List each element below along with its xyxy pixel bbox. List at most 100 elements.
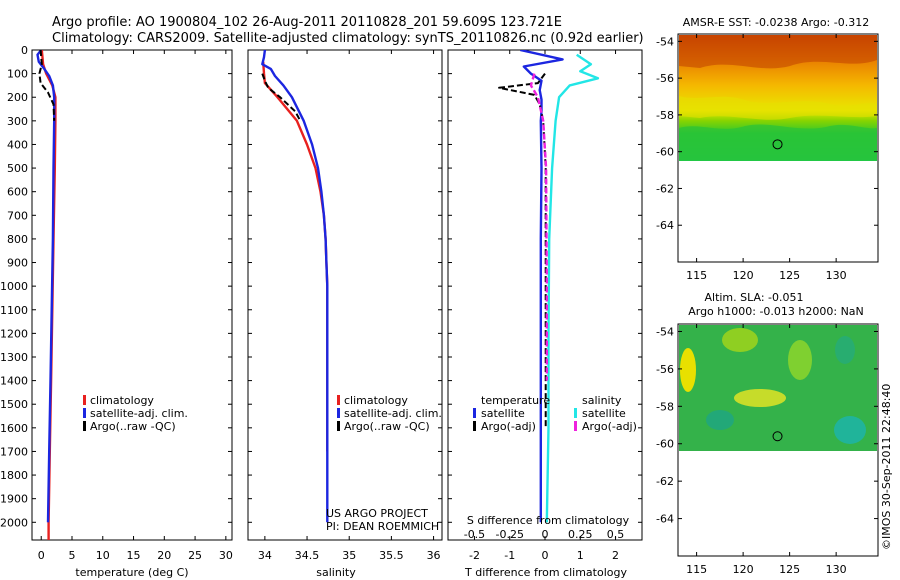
legend-label-s-argo: Argo(-adj) bbox=[582, 420, 637, 433]
map-y-tick-label: -62 bbox=[656, 182, 674, 195]
x-tick-label: 30 bbox=[219, 549, 233, 562]
profile-line-argo-raw-qc- bbox=[261, 73, 302, 122]
x-tick-label: 36 bbox=[427, 549, 441, 562]
x-tick-label: 10 bbox=[96, 549, 110, 562]
sla-map bbox=[677, 323, 879, 557]
x-tick-label: 15 bbox=[127, 549, 141, 562]
map-y-tick-label: -54 bbox=[656, 35, 674, 48]
depth-tick-label: 1700 bbox=[0, 445, 28, 458]
depth-tick-label: 1300 bbox=[0, 351, 28, 364]
figure-title-line2: Climatology: CARS2009. Satellite-adjuste… bbox=[52, 31, 644, 46]
map-y-tick-label: -60 bbox=[656, 146, 674, 159]
sla-mid-blob bbox=[788, 340, 812, 380]
legend-swatch-s-satellite bbox=[574, 408, 577, 418]
depth-tick-label: 500 bbox=[7, 162, 28, 175]
temperature-xlabel: temperature (deg C) bbox=[75, 566, 188, 579]
x-tick-label: 2 bbox=[612, 549, 619, 562]
legend-label-climatology: climatology bbox=[344, 394, 408, 407]
legend-label-t-satellite: satellite bbox=[481, 407, 525, 420]
profile-line-satellite bbox=[545, 53, 600, 523]
legend-swatch-satellite bbox=[337, 408, 340, 418]
map-x-tick-label: 130 bbox=[826, 563, 847, 576]
sst-yellow-band bbox=[679, 96, 877, 120]
sla-low-blob bbox=[834, 416, 866, 444]
depth-tick-label: 1000 bbox=[0, 280, 28, 293]
sla-low-blob bbox=[706, 410, 734, 430]
legend-swatch-argo bbox=[337, 421, 340, 431]
x-tick-label: 1 bbox=[577, 549, 584, 562]
sst-map-ticks: 115 120 125 130 -54 -56 -58 -60 -62 -64 bbox=[656, 34, 878, 282]
legend-label-s-satellite: satellite bbox=[582, 407, 626, 420]
legend-label-t-argo: Argo(-adj) bbox=[481, 420, 536, 433]
pi-credit: PI: DEAN ROEMMICH bbox=[326, 520, 439, 533]
depth-tick-label: 400 bbox=[7, 138, 28, 151]
depth-tick-label: 900 bbox=[7, 257, 28, 270]
map-x-tick-label: 120 bbox=[733, 563, 754, 576]
x-tick-label: 34.5 bbox=[295, 549, 320, 562]
legend-title-temperature: temperature bbox=[481, 394, 550, 407]
depth-tick-label: 1900 bbox=[0, 493, 28, 506]
map-y-tick-label: -54 bbox=[656, 325, 674, 338]
profile-line-argo-adj- bbox=[529, 73, 548, 381]
x-tick-label: 0 bbox=[542, 549, 549, 562]
x-tick-label: 5 bbox=[69, 549, 76, 562]
legend-swatch-climatology bbox=[83, 395, 86, 405]
profile-lines-difference bbox=[498, 50, 600, 523]
project-credit: US ARGO PROJECT bbox=[326, 507, 428, 520]
sla-low-blob bbox=[835, 336, 855, 364]
depth-tick-label: 0 bbox=[21, 44, 28, 57]
map-x-tick-label: 115 bbox=[686, 563, 707, 576]
depth-tick-label: 2000 bbox=[0, 516, 28, 529]
sst-warm-band bbox=[679, 35, 877, 69]
x-top-tick-label: 0 bbox=[542, 528, 549, 541]
x-tick-label: 0 bbox=[38, 549, 45, 562]
difference-xlabel: T difference from climatology bbox=[464, 566, 627, 579]
legend-title-salinity: salinity bbox=[582, 394, 622, 407]
sla-map-ticks: 115 120 125 130 -54 -56 -58 -60 -62 -64 bbox=[656, 324, 878, 576]
sst-land-mask bbox=[679, 161, 877, 261]
legend-swatch-climatology bbox=[337, 395, 340, 405]
legend-label-argo: Argo(..raw -QC) bbox=[344, 420, 430, 433]
x-top-tick-label: 0.5 bbox=[607, 528, 625, 541]
legend-label-argo: Argo(..raw -QC) bbox=[90, 420, 176, 433]
figure-title-line1: Argo profile: AO 1900804_102 26-Aug-2011… bbox=[52, 15, 562, 30]
sla-high-blob bbox=[680, 348, 696, 392]
difference-xlabel-top: S difference from climatology bbox=[467, 514, 630, 527]
sst-green-band bbox=[679, 124, 877, 160]
x-tick-label: -2 bbox=[469, 549, 480, 562]
salinity-xlabel: salinity bbox=[316, 566, 356, 579]
legend-swatch-argo bbox=[83, 421, 86, 431]
x-tick-label: 34 bbox=[258, 549, 272, 562]
x-tick-label: 35.5 bbox=[379, 549, 404, 562]
sst-map bbox=[677, 33, 879, 263]
x-top-tick-label: -0.5 bbox=[464, 528, 485, 541]
profile-lines-temperature bbox=[36, 50, 57, 540]
profile-line-satellite-adj-clim- bbox=[261, 50, 329, 523]
sla-land-mask bbox=[679, 451, 877, 555]
map-y-tick-label: -58 bbox=[656, 109, 674, 122]
profile-line-layer bbox=[36, 50, 600, 540]
temperature-axes bbox=[31, 49, 233, 541]
legend-label-satellite: satellite-adj. clim. bbox=[344, 407, 442, 420]
profile-lines-salinity bbox=[261, 50, 329, 523]
x-top-tick-label: 0.25 bbox=[568, 528, 593, 541]
sla-mid-blob bbox=[734, 389, 786, 407]
map-y-tick-label: -64 bbox=[656, 219, 674, 232]
legend-label-climatology: climatology bbox=[90, 394, 154, 407]
depth-tick-label: 600 bbox=[7, 186, 28, 199]
depth-tick-label: 1600 bbox=[0, 422, 28, 435]
salinity-axes bbox=[247, 49, 443, 541]
x-tick-label: 20 bbox=[157, 549, 171, 562]
depth-tick-label: 1500 bbox=[0, 398, 28, 411]
difference-legend: temperature salinity satellite Argo(-adj… bbox=[473, 394, 637, 433]
map-y-tick-label: -64 bbox=[656, 513, 674, 526]
x-top-tick-label: -0.25 bbox=[495, 528, 523, 541]
depth-tick-label: 1800 bbox=[0, 469, 28, 482]
sst-map-title: AMSR-E SST: -0.0238 Argo: -0.312 bbox=[683, 16, 869, 29]
salinity-legend: climatology satellite-adj. clim. Argo(..… bbox=[337, 394, 442, 433]
legend-swatch-satellite bbox=[83, 408, 86, 418]
depth-tick-label: 300 bbox=[7, 115, 28, 128]
depth-tick-label: 100 bbox=[7, 68, 28, 81]
x-tick-layer: 0 5 10 15 20 25 30 34 34.5 35 35.5 36 -2 -1 0 1 2 -0.5 -0.… bbox=[38, 50, 625, 562]
map-y-tick-label: -56 bbox=[656, 363, 674, 376]
